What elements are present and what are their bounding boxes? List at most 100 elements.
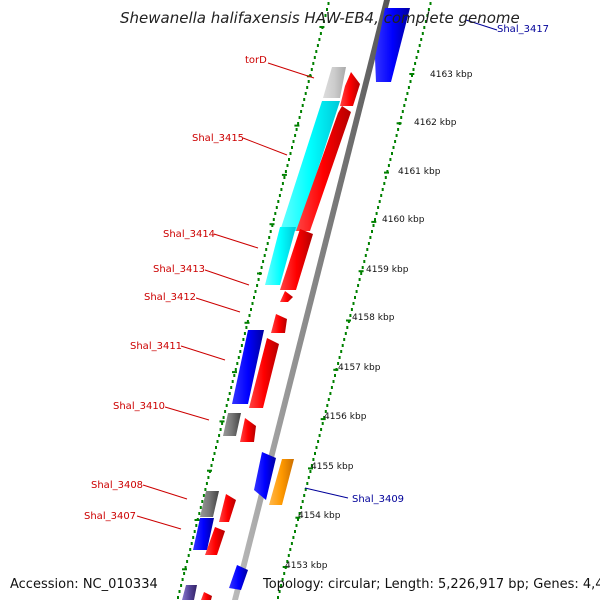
scale-dot: [184, 566, 187, 569]
scale-dot: [256, 284, 259, 287]
scale-dot: [341, 344, 344, 347]
gene-shal-3407-blue[interactable]: [193, 518, 214, 550]
scale-dot: [391, 152, 393, 155]
gene-label-shal-3415[interactable]: Shal_3415: [192, 133, 244, 144]
scale-dot: [320, 428, 323, 431]
scale-dot: [183, 572, 186, 575]
gene-label-shal-3417[interactable]: Shal_3417: [497, 24, 549, 35]
scale-dot: [178, 590, 181, 593]
scale-dot: [281, 578, 284, 581]
scale-dot: [401, 110, 404, 113]
gene-shal-3417[interactable]: [375, 8, 410, 82]
scale-dot: [224, 410, 227, 413]
scale-dot: [294, 134, 297, 137]
gene-shal-3414-cyan[interactable]: [265, 227, 296, 285]
scale-dot: [284, 170, 287, 173]
gene-shal-3411[interactable]: [249, 338, 279, 408]
gene-shal-3408[interactable]: [219, 494, 236, 522]
gene-shal-3413[interactable]: [280, 291, 293, 302]
scale-dot: [349, 314, 352, 317]
scale-dot: [260, 266, 263, 269]
scale-dot: [303, 98, 306, 101]
scale-dot: [202, 494, 205, 497]
scale-dot: [275, 206, 278, 209]
scale-dot: [237, 356, 240, 359]
scale-dot: [292, 140, 295, 143]
gene-gray-3408[interactable]: [200, 491, 219, 517]
gene-shal-3409[interactable]: [269, 459, 294, 505]
gene-label-shal-3413[interactable]: Shal_3413: [153, 264, 205, 275]
scale-dot: [321, 422, 324, 425]
scale-dot: [364, 254, 367, 257]
scale-dot: [366, 248, 369, 251]
scale-dot: [277, 596, 279, 599]
scale-dot: [412, 68, 415, 71]
gene-shal-3412[interactable]: [271, 314, 287, 333]
scale-dot: [343, 338, 346, 341]
scale-dot: [394, 140, 397, 143]
scale-dot: [429, 2, 432, 5]
scale-dot: [407, 86, 410, 89]
scale-dot: [301, 500, 304, 503]
gene-shal-3409-blue[interactable]: [254, 452, 276, 500]
scale-dot: [289, 152, 292, 155]
gene-shal-3414[interactable]: [280, 229, 313, 290]
tick-label-4163: 4163 kbp: [430, 70, 473, 80]
scale-dot: [334, 374, 336, 377]
connector-shal-3408: [142, 484, 188, 500]
tick-labels: 4163 kbp 4162 kbp 4161 kbp 4160 kbp 4159…: [285, 70, 473, 571]
connector-tord: [267, 62, 315, 79]
gene-shal-3415[interactable]: [296, 106, 351, 231]
scale-dot: [222, 416, 225, 419]
scale-dot: [268, 236, 271, 239]
gene-light-gray[interactable]: [323, 67, 346, 98]
gene-label-shal-3412[interactable]: Shal_3412: [144, 292, 196, 303]
scale-dot: [420, 38, 423, 41]
scale-dot: [310, 68, 313, 71]
gene-label-shal-3409[interactable]: Shal_3409: [352, 494, 404, 505]
scale-dot: [314, 452, 316, 455]
gene-shal-3410[interactable]: [240, 418, 256, 442]
scale-dot: [332, 380, 335, 383]
accession-text: Accession: NC_010334: [10, 577, 158, 592]
scale-tick: [308, 467, 313, 470]
scale-dot: [372, 224, 375, 227]
scale-dot: [304, 92, 307, 95]
scale-dot: [369, 236, 372, 239]
gene-label-shal-3408[interactable]: Shal_3408: [91, 480, 143, 491]
scale-dot: [303, 494, 306, 497]
scale-dot: [358, 278, 361, 281]
scale-tick: [346, 319, 351, 322]
scale-dot: [213, 452, 216, 455]
scale-dot: [307, 80, 310, 83]
scale-dot: [306, 86, 309, 89]
gene-shal-3407[interactable]: [205, 527, 225, 555]
scale-dot: [218, 434, 221, 437]
scale-dot: [193, 530, 196, 533]
scale-dot: [198, 512, 201, 515]
gene-gray-3410[interactable]: [223, 413, 241, 436]
scale-dot: [236, 362, 239, 365]
scale-dot: [199, 506, 202, 509]
scale-dot: [192, 536, 195, 539]
gene-blue-bottom[interactable]: [229, 565, 248, 590]
scale-dot: [381, 188, 384, 191]
gene-label-shal-3414[interactable]: Shal_3414: [163, 229, 215, 240]
gene-tord[interactable]: [340, 72, 360, 106]
gene-purple-bottom[interactable]: [182, 585, 197, 600]
scale-dots: [177, 2, 432, 599]
gene-label-tord[interactable]: torD: [245, 55, 267, 66]
scale-dot: [278, 590, 281, 593]
gene-shal-3411-blue[interactable]: [232, 330, 264, 404]
scale-tick: [396, 122, 402, 125]
scale-tick: [333, 368, 339, 371]
gene-red-bottom[interactable]: [201, 592, 212, 600]
gene-label-shal-3407[interactable]: Shal_3407: [84, 511, 136, 522]
gene-features: [182, 8, 410, 600]
scale-dot: [298, 512, 301, 515]
gene-label-shal-3411[interactable]: Shal_3411: [130, 341, 182, 352]
scale-dot: [177, 596, 179, 599]
scale-dot: [315, 50, 318, 53]
gene-label-shal-3410[interactable]: Shal_3410: [113, 401, 165, 412]
gene-shal-3415-cyan[interactable]: [280, 101, 340, 231]
